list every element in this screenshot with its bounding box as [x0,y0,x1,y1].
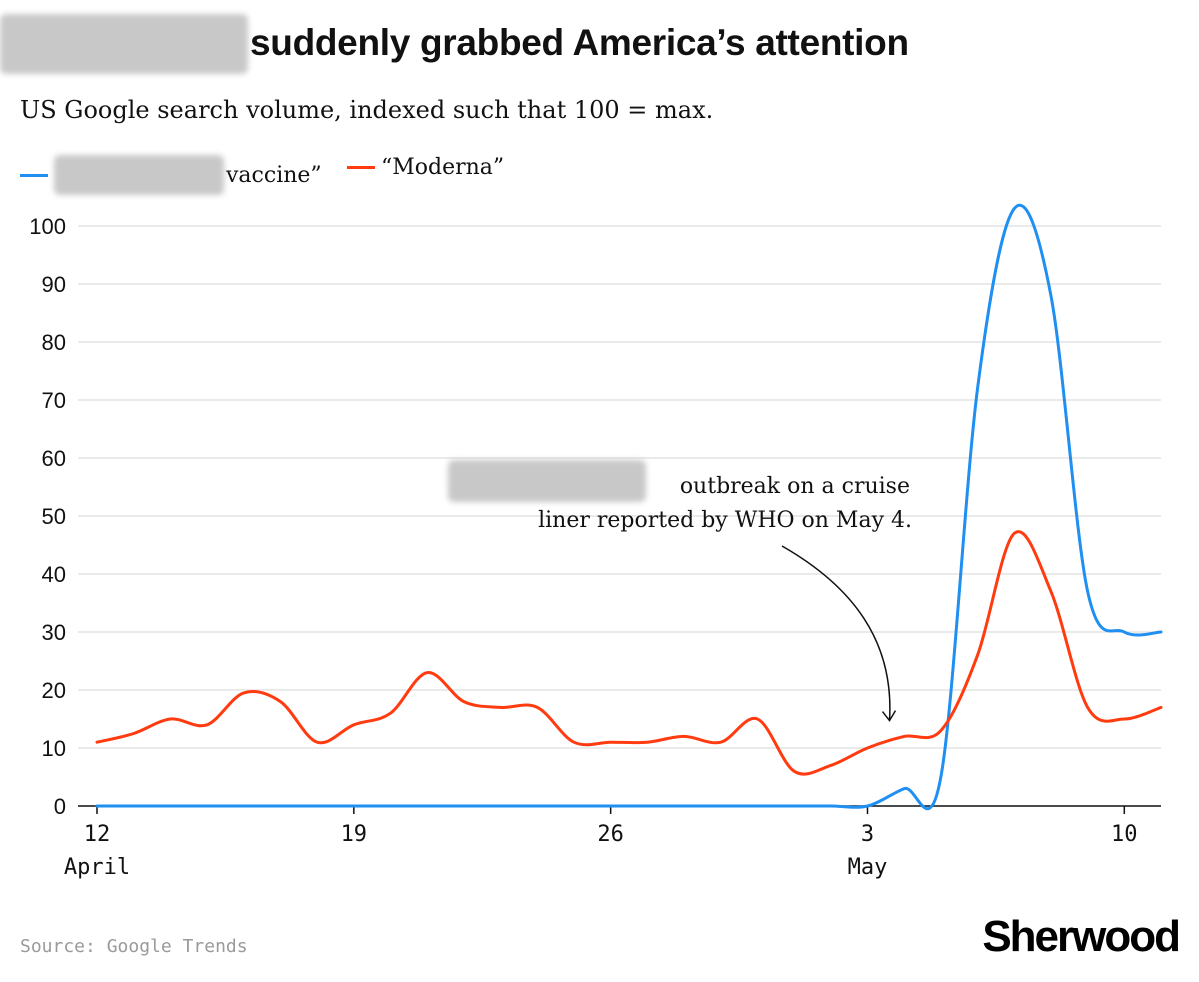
y-tick-label: 40 [42,562,66,587]
y-tick-label: 100 [29,214,66,239]
x-tick-label: 19 [341,822,368,847]
y-tick-label: 0 [54,794,66,819]
y-tick-label: 30 [42,620,66,645]
legend-swatch-moderna [347,166,375,169]
x-tick-label: 26 [597,822,624,847]
annotation-line-2: liner reported by WHO on May 4. [538,508,912,533]
x-tick-label: 12 [84,822,111,847]
annotation-arrowhead [881,710,897,722]
legend-item-vaccine: vaccine” [20,155,322,195]
series-line-vaccine [95,203,1163,811]
x-tick-sublabel: April [64,855,130,880]
redacted-legend-label [54,155,224,195]
y-tick-label: 20 [42,678,66,703]
legend-swatch-vaccine [20,173,48,177]
legend-label-vaccine: vaccine” [226,162,322,188]
y-tick-label: 90 [42,272,66,297]
y-tick-label: 50 [42,504,66,529]
redacted-annotation-prefix [448,460,646,502]
series-line-moderna [95,530,1163,776]
y-tick-label: 10 [42,736,66,761]
x-tick-label: 3 [861,822,874,847]
x-tick-sublabel: May [848,855,888,880]
x-axis-ticks: 12 April 19 26 3 May 10 [64,806,1138,880]
y-tick-label: 80 [42,330,66,355]
redacted-title-prefix [0,14,248,74]
gridlines [78,225,1161,807]
annotation-arrow [781,545,891,721]
annotation: outbreak on a cruise liner reported by W… [448,460,912,722]
y-tick-label: 60 [42,446,66,471]
legend-item-moderna: “Moderna” [347,155,504,180]
y-tick-label: 70 [42,388,66,413]
line-chart: 0 10 20 30 40 50 60 70 80 90 100 12 April 19 26 3 May 10… [29,203,1163,880]
chart-subtitle: US Google search volume, indexed such th… [20,96,714,124]
y-axis-ticks: 0 10 20 30 40 50 60 70 80 90 100 [29,214,66,819]
annotation-line-1: outbreak on a cruise [680,474,910,499]
x-tick-label: 10 [1111,822,1138,847]
legend-label-moderna: “Moderna” [381,155,505,180]
brand-logo: Sherwood [982,912,1181,961]
chart-title: suddenly grabbed America’s attention [250,22,909,63]
source-note: Source: Google Trends [20,936,248,957]
series-lines [95,203,1163,811]
